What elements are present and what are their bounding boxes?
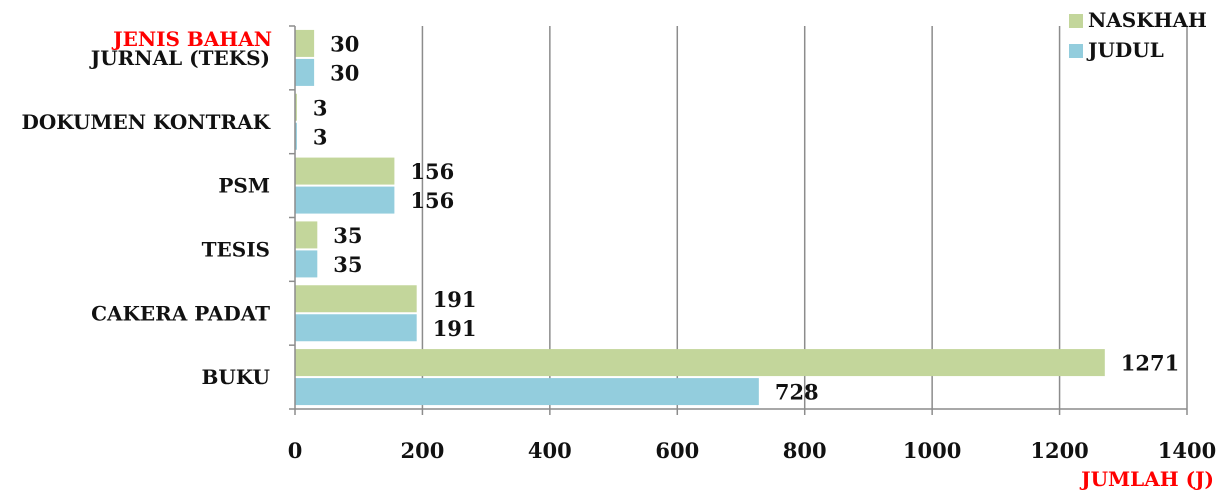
category-label: DOKUMEN KONTRAK [22, 110, 271, 134]
category-label: PSM [218, 174, 270, 198]
category-label: CAKERA PADAT [91, 301, 270, 325]
legend-label: JUDUL [1086, 38, 1164, 62]
bar-judul [295, 378, 759, 406]
bar-naskhah [295, 29, 315, 57]
legend-swatch [1069, 14, 1083, 28]
x-tick-label: 400 [528, 438, 572, 463]
category-label: BUKU [202, 365, 270, 389]
value-label: 35 [333, 252, 362, 277]
bar-judul [295, 122, 297, 150]
category-label: JURNAL (TEKS) [89, 46, 270, 70]
category-label: TESIS [202, 237, 270, 261]
value-label: 191 [433, 316, 477, 341]
category-labels: JURNAL (TEKS) DOKUMEN KONTRAK PSM TESIS CAKE… [22, 46, 271, 389]
x-tick-label: 1200 [1030, 438, 1088, 463]
x-axis-title: JUMLAH (J) [1079, 467, 1214, 491]
value-label: 728 [775, 380, 819, 405]
bar-judul [295, 314, 417, 342]
bar-naskhah [295, 93, 297, 121]
bar-naskhah [295, 221, 318, 249]
bars [295, 29, 1105, 406]
bar-judul [295, 250, 318, 278]
legend-label: NASKHAH [1088, 8, 1207, 32]
bar-judul [295, 186, 395, 214]
x-tick-label: 0 [288, 438, 303, 463]
legend-swatch [1069, 44, 1083, 58]
x-tick-label: 200 [401, 438, 445, 463]
value-label: 30 [330, 60, 359, 85]
value-label: 3 [313, 124, 328, 149]
bar-naskhah [295, 157, 395, 185]
gridlines [421, 26, 1188, 409]
value-label: 30 [330, 31, 359, 56]
value-label: 191 [433, 287, 477, 312]
value-label: 156 [410, 188, 454, 213]
legend: NASKHAH JUDUL [1069, 8, 1207, 62]
bar-naskhah [295, 349, 1105, 377]
axes [289, 25, 1188, 415]
bar-judul [295, 58, 315, 86]
x-tick-label: 600 [655, 438, 699, 463]
bar-naskhah [295, 285, 417, 313]
x-tick-label: 1000 [903, 438, 961, 463]
x-tick-labels: 0 200 400 600 800 1000 1200 1400 [288, 438, 1217, 463]
y-axis-title: JENIS BAHAN [111, 27, 272, 51]
value-label: 3 [313, 95, 328, 120]
value-label: 1271 [1121, 351, 1179, 376]
value-label: 35 [333, 223, 362, 248]
x-tick-label: 1400 [1158, 438, 1216, 463]
value-label: 156 [410, 159, 454, 184]
x-tick-label: 800 [783, 438, 827, 463]
